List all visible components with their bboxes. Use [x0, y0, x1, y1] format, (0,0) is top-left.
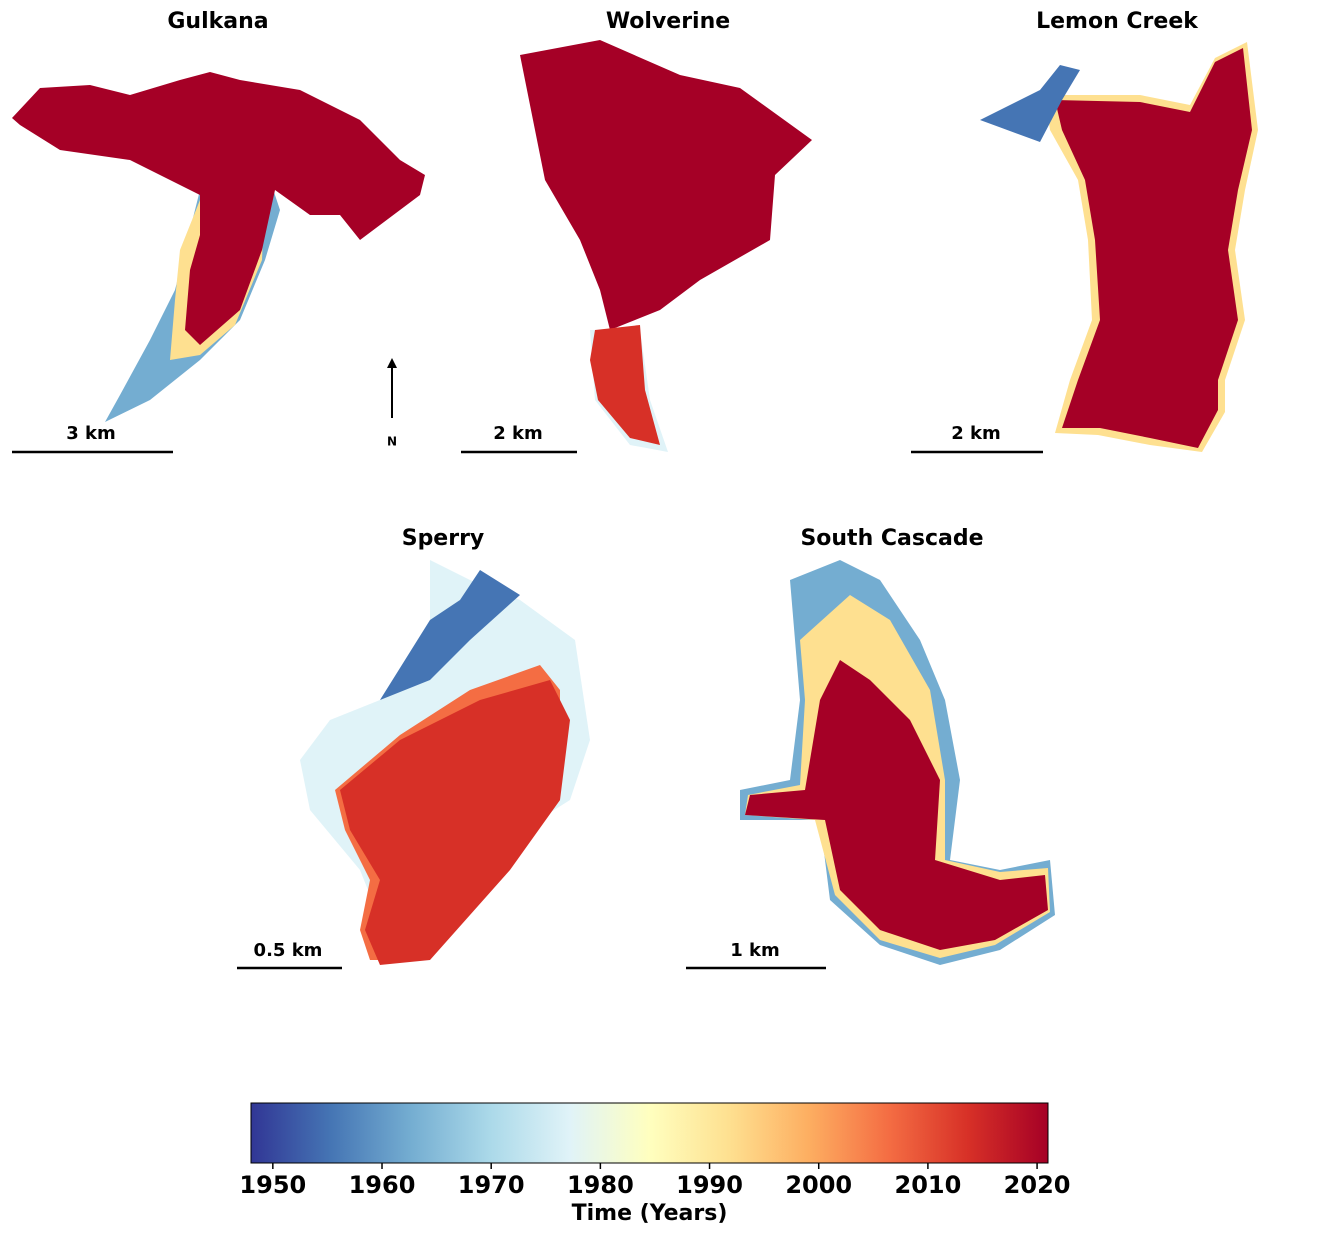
colorbar-tick-label: 1990	[676, 1171, 743, 1199]
glacier-sperry-body	[340, 680, 570, 965]
colorbar-tick-label: 1970	[458, 1171, 525, 1199]
glacier-wolverine-tongue	[590, 325, 660, 445]
colorbar-tick-label: 2000	[785, 1171, 852, 1199]
north-label: N	[387, 435, 397, 449]
colorbar	[250, 1102, 1049, 1164]
panel-title: South Cascade	[800, 526, 983, 551]
glacier-wolverine-body	[520, 40, 812, 330]
colorbar-tick-label: 1980	[567, 1171, 634, 1199]
panel-title: Sperry	[402, 526, 485, 551]
glacier-sperry-blue	[380, 570, 520, 700]
colorbar-tick-label: 2020	[1004, 1171, 1071, 1199]
colorbar-tick-label: 1950	[239, 1171, 306, 1199]
panel-title: Lemon Creek	[1036, 9, 1199, 34]
panel-title: Gulkana	[167, 9, 268, 34]
glacier-lemon-body	[1055, 48, 1252, 448]
scale-label: 0.5 km	[254, 940, 323, 961]
colorbar-tick-label: 2010	[895, 1171, 962, 1199]
scale-label: 2 km	[951, 423, 1001, 444]
scale-label: 1 km	[730, 940, 780, 961]
glacier-maps	[12, 40, 1258, 965]
glacier-cascade-body	[745, 660, 1048, 950]
annotations: N	[387, 358, 397, 449]
north-arrow-head	[387, 358, 397, 368]
panel-title: Wolverine	[606, 9, 730, 34]
scale-label: 2 km	[493, 423, 543, 444]
glacier-gulkana-body	[12, 72, 425, 345]
colorbar-tick-label: 1960	[349, 1171, 416, 1199]
colorbar-label: Time (Years)	[572, 1201, 728, 1226]
scale-label: 3 km	[66, 423, 116, 444]
glacier-lemon-blue	[980, 65, 1080, 142]
